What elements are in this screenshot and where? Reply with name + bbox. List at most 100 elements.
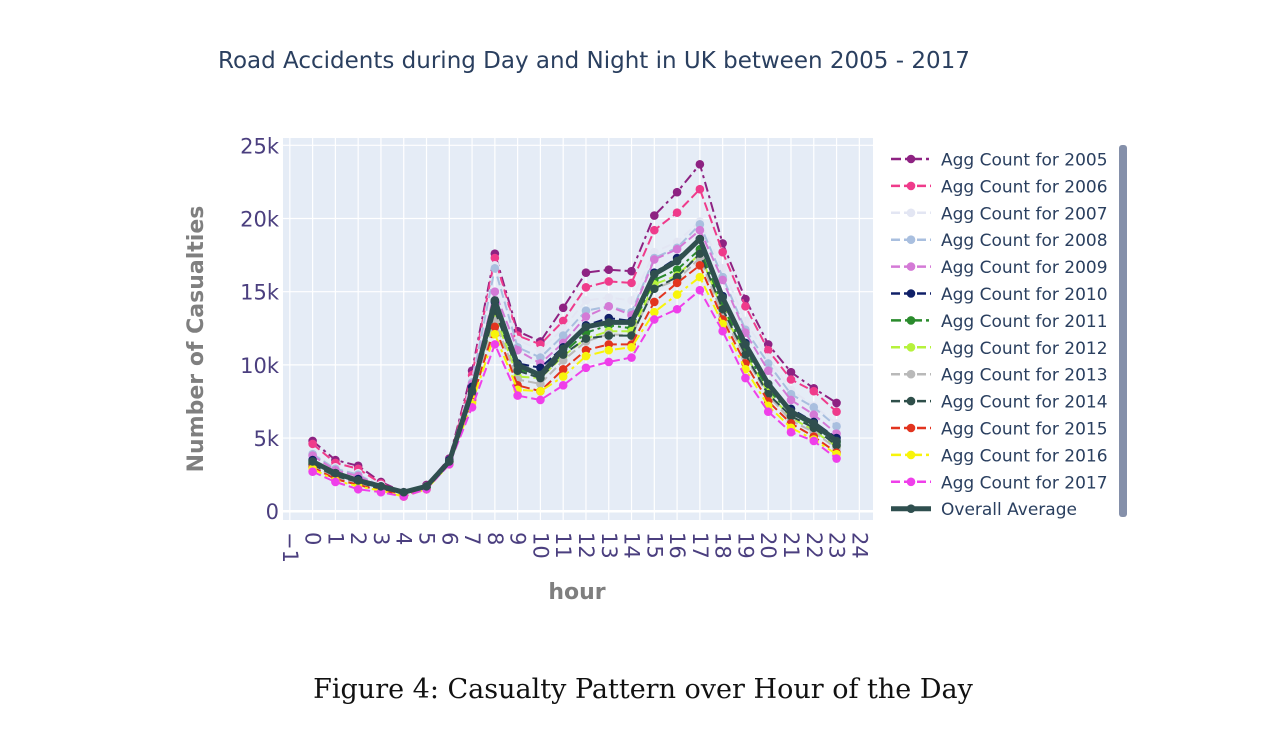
data-point	[513, 360, 522, 370]
data-point	[809, 436, 819, 446]
legend-marker	[906, 262, 916, 271]
x-tick-label: 6	[437, 532, 461, 545]
data-point	[490, 322, 500, 332]
data-point	[809, 403, 819, 412]
data-point	[809, 419, 819, 428]
data-point	[650, 255, 659, 264]
legend-label: Agg Count for 2015	[941, 420, 1108, 440]
y-axis: 0 5k 10k 15k 20k 25k	[240, 134, 280, 524]
data-point	[672, 256, 682, 266]
x-tick-label: 3	[369, 532, 393, 545]
legend-item[interactable]: Agg Count for 2008	[891, 231, 1108, 251]
data-point	[558, 364, 568, 374]
x-tick-label: 0	[301, 532, 325, 545]
legend-label: Overall Average	[941, 500, 1077, 520]
data-point	[741, 373, 750, 383]
data-point	[695, 272, 705, 282]
legend-item[interactable]: Agg Count for 2006	[891, 177, 1108, 197]
x-tick-label: 15	[642, 532, 666, 559]
data-point	[650, 225, 659, 235]
legend-item[interactable]: Overall Average	[891, 500, 1077, 520]
data-point	[581, 363, 591, 373]
legend-item[interactable]: Agg Count for 2012	[891, 339, 1108, 359]
legend-item[interactable]: Agg Count for 2010	[891, 285, 1108, 305]
data-point	[490, 287, 500, 296]
data-point	[695, 225, 705, 235]
plot-area	[283, 138, 873, 520]
data-point	[581, 351, 591, 361]
x-axis: −101234567891011121314151617181920212223…	[278, 532, 871, 563]
legend-item[interactable]: Agg Count for 2015	[891, 420, 1108, 440]
data-point	[809, 410, 819, 419]
data-point	[422, 482, 431, 491]
data-point	[672, 304, 682, 314]
data-point	[558, 372, 568, 381]
data-point	[786, 395, 796, 405]
x-tick-label: 22	[802, 532, 826, 559]
y-tick-label: 15k	[240, 281, 280, 305]
data-point	[627, 318, 636, 327]
legend-item[interactable]: Agg Count for 2014	[891, 393, 1108, 413]
data-point	[809, 386, 819, 396]
legend-item[interactable]: Agg Count for 2011	[891, 312, 1108, 332]
data-point	[581, 322, 591, 332]
data-point	[832, 398, 841, 408]
legend-item[interactable]: Agg Count for 2017	[891, 473, 1108, 493]
data-point	[558, 323, 568, 333]
data-point	[650, 315, 659, 324]
x-tick-label: 12	[574, 532, 598, 559]
data-point	[832, 454, 841, 463]
data-point	[672, 208, 682, 217]
data-point	[672, 278, 682, 288]
data-point	[695, 160, 705, 169]
data-point	[695, 234, 705, 244]
data-point	[695, 285, 705, 295]
data-point	[672, 187, 682, 197]
legend-item[interactable]: Agg Count for 2007	[891, 204, 1108, 224]
legend[interactable]: Agg Count for 2005 Agg Count for 2006 Agg …	[891, 151, 1108, 521]
data-point	[741, 302, 750, 311]
data-point	[718, 247, 727, 257]
x-tick-label: 14	[620, 532, 644, 559]
x-tick-label: 19	[733, 532, 757, 559]
y-tick-label: 5k	[253, 427, 279, 451]
x-tick-label: 5	[415, 532, 439, 545]
data-point	[444, 457, 454, 466]
x-tick-label: 7	[460, 532, 484, 545]
data-point	[536, 370, 545, 380]
data-point	[490, 253, 500, 263]
data-point	[604, 302, 614, 311]
data-point	[650, 269, 659, 279]
legend-label: Agg Count for 2005	[941, 151, 1108, 171]
data-point	[672, 290, 682, 299]
legend-item[interactable]: Agg Count for 2005	[891, 151, 1108, 171]
data-point	[832, 422, 841, 431]
data-point	[604, 318, 614, 327]
legend-marker	[906, 235, 916, 244]
legend-marker	[906, 504, 916, 513]
data-point	[581, 282, 591, 292]
y-tick-label: 20k	[240, 207, 280, 231]
legend-item[interactable]: Agg Count for 2013	[891, 366, 1108, 386]
x-tick-label: 18	[711, 532, 735, 559]
x-tick-label: 24	[847, 532, 871, 559]
data-point	[490, 340, 500, 349]
data-point	[627, 278, 636, 288]
data-point	[604, 357, 614, 367]
data-point	[786, 367, 796, 377]
legend-scrollbar[interactable]	[1119, 145, 1127, 517]
chart-title: Road Accidents during Day and Night in U…	[218, 48, 970, 74]
data-point	[558, 381, 568, 390]
x-tick-label: −1	[278, 532, 302, 563]
data-point	[763, 379, 773, 389]
data-point	[581, 296, 591, 305]
data-point	[467, 386, 477, 396]
data-point	[558, 316, 568, 326]
legend-item[interactable]: Agg Count for 2009	[891, 258, 1108, 278]
data-point	[604, 331, 614, 340]
data-point	[604, 265, 614, 275]
x-tick-label: 9	[506, 532, 530, 545]
legend-item[interactable]: Agg Count for 2016	[891, 446, 1108, 466]
series-layer	[308, 160, 841, 501]
data-point	[763, 366, 773, 376]
